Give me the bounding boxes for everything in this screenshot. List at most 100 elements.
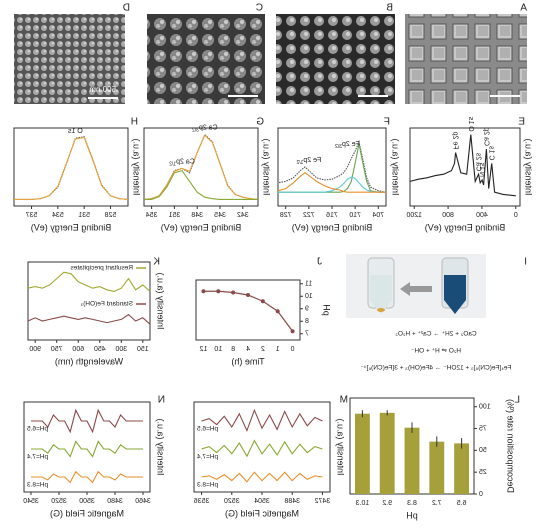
- peak-text: Fe 2p: [303, 157, 321, 164]
- series-line: [31, 470, 143, 484]
- series-label: pH=8.3: [27, 482, 49, 489]
- peak-text: Ca 2p: [483, 127, 490, 146]
- x-tick-label: 537: [26, 212, 38, 219]
- peak-subscript: 1/2: [169, 162, 176, 168]
- bar: [454, 443, 470, 494]
- tube-liquid: [370, 275, 392, 314]
- peak-label: Ca 2p1/2: [169, 158, 195, 167]
- arrow: [400, 282, 432, 296]
- y-tick-label: 75: [479, 425, 487, 432]
- plot-frame: [23, 401, 151, 493]
- peak-label: O 1s: [467, 116, 474, 131]
- y-tick-label: 8: [305, 318, 309, 325]
- peak-label: Ca 2p3/2: [192, 124, 218, 133]
- x-tick-label: 3540: [23, 498, 39, 505]
- x-tick-label: 345: [214, 212, 226, 219]
- peak-label: Fe 2p3/2: [335, 141, 360, 150]
- y-axis-label: Intensity (a.u.): [524, 138, 534, 195]
- bar: [429, 441, 445, 494]
- peak-text: O 1s: [68, 128, 83, 135]
- x-axis-label: Magnetic Field (G): [225, 508, 299, 518]
- x-tick-label: 12: [199, 346, 207, 353]
- y-tick-label: 7: [305, 331, 309, 338]
- bar: [379, 412, 395, 494]
- peak-text: C 1s: [488, 146, 495, 161]
- x-tick-label: 354: [146, 212, 158, 219]
- x-tick-label: 2: [261, 346, 265, 353]
- panel-label: I: [524, 257, 527, 268]
- x-tick-label: 3520: [51, 498, 67, 505]
- x-tick-label: 531: [78, 212, 90, 219]
- peak-label: Ca 2s: [475, 152, 482, 171]
- peak-text: Fe 2p: [342, 141, 360, 148]
- y-tick-label: 9: [305, 306, 309, 313]
- x-tick-label: 351: [168, 212, 180, 219]
- scale-label: 500 nm: [89, 85, 116, 94]
- x-tick-label: 1200: [406, 212, 422, 219]
- series-line: [143, 134, 259, 200]
- y-axis-label: Intensity (a.u.): [156, 418, 166, 475]
- x-tick-label: 450: [94, 346, 106, 353]
- x-tick-label: 1: [276, 346, 280, 353]
- panel-label: F: [384, 117, 390, 128]
- series-line: [14, 136, 129, 200]
- peak-text: Ca 2p: [176, 158, 195, 165]
- x-axis-label: Binding Energy (eV): [425, 222, 506, 232]
- y-tick-label: 10: [305, 293, 313, 300]
- bar: [354, 413, 370, 494]
- series-line: [277, 172, 386, 193]
- y-tick-label: 25: [479, 469, 487, 476]
- x-tick-label: 3536: [194, 498, 210, 505]
- plot-frame: [13, 127, 129, 207]
- plot-frame: [409, 127, 521, 207]
- x-tick-label: 4: [246, 346, 250, 353]
- point: [290, 329, 295, 334]
- x-axis-label: Binding Energy (eV): [292, 222, 373, 232]
- x-tick-label: 6.5: [457, 500, 467, 507]
- x-tick-label: 600: [72, 346, 84, 353]
- series-line: [31, 440, 143, 458]
- peak-text: O 1s: [467, 116, 474, 131]
- x-tick-label: 3520: [224, 498, 240, 505]
- y-axis-label: Intensity (a.u.): [336, 418, 346, 475]
- y-tick-label: 0: [479, 491, 483, 498]
- series-label: pH=7.4: [27, 454, 49, 461]
- series-line: [31, 408, 143, 434]
- panel-label: N: [158, 395, 165, 406]
- y-axis-label: Intensity (a.u.): [262, 138, 272, 195]
- peak-text: Fe 2p: [452, 132, 459, 150]
- point: [216, 289, 221, 294]
- x-tick-label: 300: [115, 346, 127, 353]
- peak-text: N 1s: [478, 162, 485, 177]
- x-tick-label: 728: [280, 212, 292, 219]
- peak-subscript: 1/2: [296, 160, 303, 166]
- x-tick-label: 0: [514, 212, 518, 219]
- series-line: [14, 136, 129, 200]
- sem-image: [276, 14, 395, 104]
- equation: H₂O ⇌ H⁺ + OH⁻: [410, 348, 461, 355]
- bar: [404, 427, 420, 494]
- panel-label: K: [153, 257, 160, 268]
- series-line: [27, 313, 151, 325]
- x-tick-label: 9.2: [382, 500, 392, 507]
- x-axis-label: Binding Energy (eV): [161, 222, 242, 232]
- series-label: pH=8.3: [197, 482, 219, 489]
- x-tick-label: 534: [52, 212, 64, 219]
- peak-text: Ca 2p: [199, 124, 218, 131]
- x-tick-label: 10.3: [355, 500, 369, 507]
- precipitate: [377, 308, 385, 312]
- panel-label: J: [317, 257, 322, 268]
- x-tick-label: 900: [29, 346, 41, 353]
- panel-label: E: [518, 117, 525, 128]
- x-tick-label: 3472: [315, 498, 331, 505]
- series-line: [27, 271, 151, 292]
- y-axis-label: Decomposition rate (%): [506, 399, 516, 493]
- series-label: pH=6.5: [27, 426, 49, 433]
- y-axis-label: Intensity (a.u.): [132, 138, 142, 195]
- y-tick-label: 100: [479, 404, 491, 411]
- x-tick-label: 3460: [135, 498, 151, 505]
- series-line: [201, 408, 323, 433]
- legend-label: Standard Fe(OH)₃: [80, 301, 133, 308]
- series-line: [277, 139, 387, 193]
